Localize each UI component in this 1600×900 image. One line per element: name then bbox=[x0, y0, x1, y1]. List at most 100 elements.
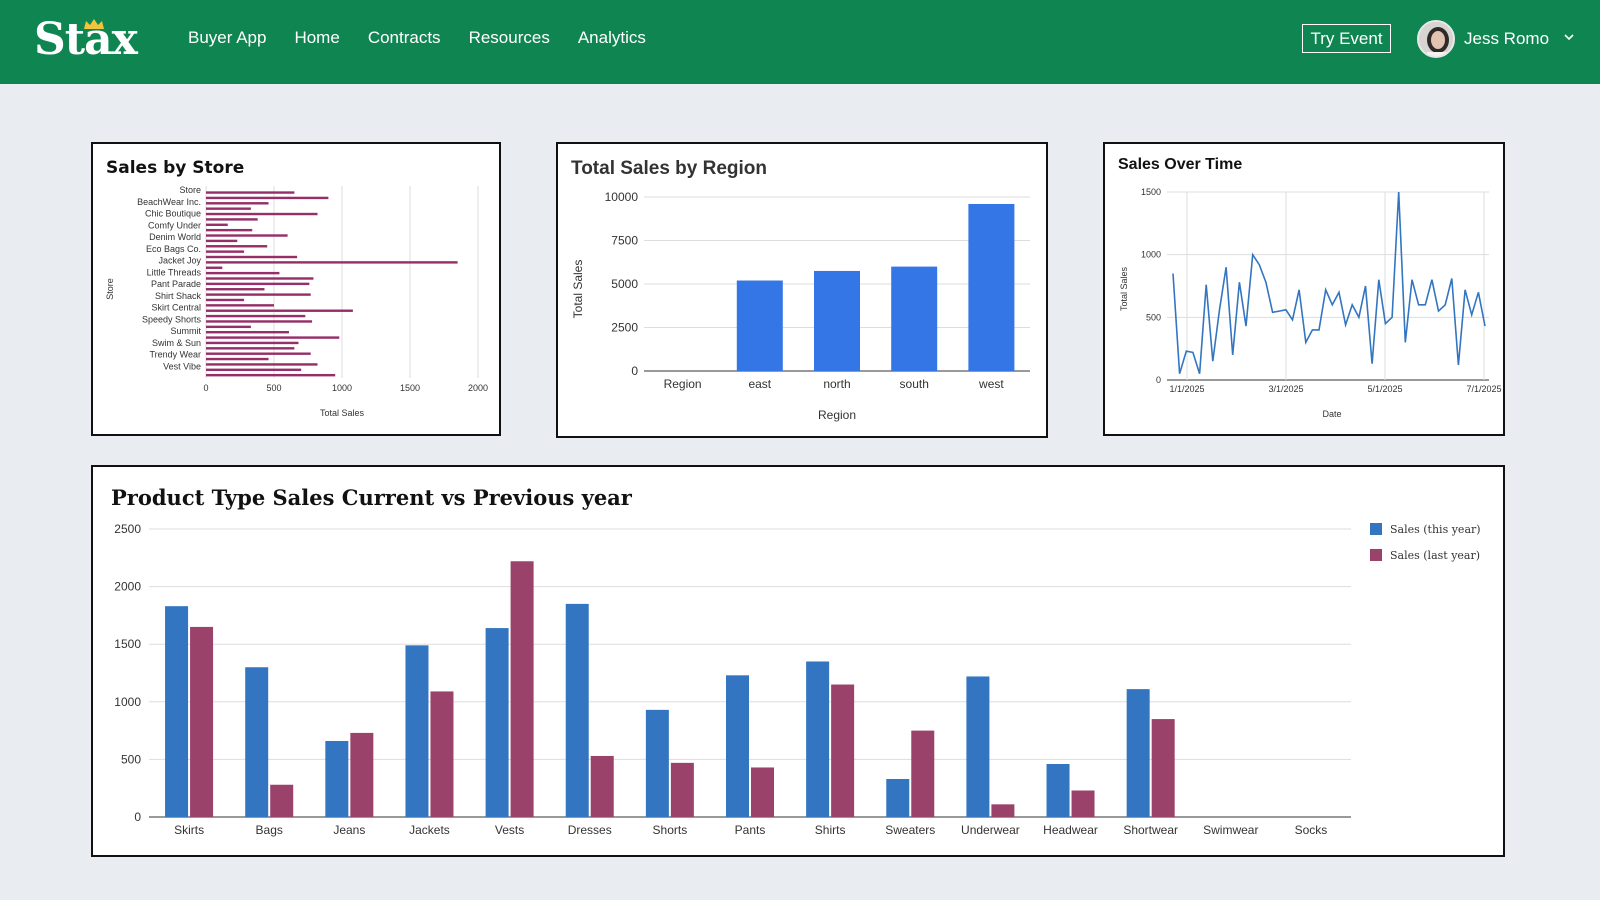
nav-resources[interactable]: Resources bbox=[468, 28, 550, 47]
bar-last-year bbox=[430, 691, 454, 817]
y-tick-label: 2000 bbox=[114, 580, 141, 594]
legend-label: Sales (this year) bbox=[1390, 523, 1481, 536]
bar-last-year bbox=[991, 804, 1015, 817]
store-bar bbox=[206, 368, 302, 372]
y-axis-title: Total Sales bbox=[571, 260, 585, 319]
store-bar bbox=[206, 239, 238, 243]
y-tick-label: 500 bbox=[121, 752, 141, 766]
store-bar bbox=[206, 234, 288, 237]
y-tick-label: Pant Parade bbox=[151, 279, 201, 289]
x-tick-label: Vests bbox=[495, 823, 524, 837]
y-tick-label: Trendy Wear bbox=[149, 350, 201, 360]
x-tick-label: 3/1/2025 bbox=[1268, 384, 1303, 394]
nav-buyer-app[interactable]: Buyer App bbox=[188, 28, 267, 47]
store-bar bbox=[206, 255, 298, 259]
avatar[interactable] bbox=[1417, 20, 1455, 58]
total-sales-by-region-chart: 0 2500 5000 7500 10000 Region east north south we… bbox=[571, 190, 1030, 422]
sales-line bbox=[1172, 191, 1486, 374]
bar-this-year bbox=[325, 740, 349, 817]
x-tick-label: 1000 bbox=[332, 383, 352, 393]
x-tick-label: Swimwear bbox=[1203, 823, 1258, 837]
x-tick-label: 7/1/2025 bbox=[1466, 384, 1501, 394]
sales-over-time-title: Sales Over Time bbox=[1118, 156, 1243, 173]
store-bar bbox=[206, 336, 340, 339]
store-bar bbox=[206, 331, 289, 334]
x-tick-label: Headwear bbox=[1043, 823, 1098, 837]
y-tick-label: 0 bbox=[134, 810, 141, 824]
x-tick-label: Shirts bbox=[815, 823, 846, 837]
region-bar bbox=[968, 203, 1015, 371]
bar-last-year bbox=[270, 784, 294, 817]
product-type-sales-chart: 0 500 1000 1500 2000 2500 Skirts Bags Jeans Jacke… bbox=[114, 522, 1481, 837]
top-navigation-bar: Stax Buyer App Home Contracts Resources … bbox=[0, 0, 1600, 84]
store-bar bbox=[206, 352, 311, 355]
y-tick-label: 0 bbox=[1156, 375, 1161, 385]
nav-contracts[interactable]: Contracts bbox=[367, 28, 441, 47]
chevron-down-icon[interactable] bbox=[1562, 30, 1576, 44]
x-tick-label: Underwear bbox=[961, 823, 1020, 837]
x-tick-label: north bbox=[823, 377, 850, 391]
x-tick-label: Sweaters bbox=[885, 823, 935, 837]
x-tick-label: west bbox=[978, 377, 1004, 391]
store-bar bbox=[206, 314, 306, 318]
total-sales-by-region-title: Total Sales by Region bbox=[571, 158, 768, 179]
y-tick-label: Skirt Central bbox=[151, 303, 201, 313]
x-tick-label: Dresses bbox=[568, 823, 612, 837]
user-photo-icon bbox=[1419, 22, 1453, 56]
bar-last-year bbox=[510, 561, 534, 817]
y-axis-title: Total Sales bbox=[1119, 266, 1129, 311]
y-tick-label: Shirt Shack bbox=[155, 291, 202, 301]
bar-this-year bbox=[565, 603, 589, 817]
store-bar bbox=[206, 228, 253, 232]
store-bar bbox=[206, 304, 274, 307]
y-tick-label: Comfy Under bbox=[148, 220, 201, 230]
store-bar bbox=[206, 363, 318, 366]
bar-last-year bbox=[911, 730, 935, 817]
x-tick-label: Socks bbox=[1295, 823, 1328, 837]
region-bar bbox=[891, 266, 938, 371]
crown-icon bbox=[84, 19, 104, 29]
bar-this-year bbox=[1046, 764, 1070, 817]
sales-over-time-card: 0 500 1000 1500 1/1/2025 3/1/2025 5/1/2025 7/1/… bbox=[1103, 142, 1505, 436]
store-bar bbox=[206, 202, 269, 205]
user-name[interactable]: Jess Romo bbox=[1464, 29, 1550, 48]
store-bar bbox=[206, 245, 268, 248]
y-tick-label: 0 bbox=[631, 364, 638, 378]
y-tick-label: 1500 bbox=[1141, 187, 1161, 197]
x-axis-title: Region bbox=[818, 408, 856, 422]
y-tick-label: Summit bbox=[170, 326, 201, 336]
y-tick-label: Chic Boutique bbox=[145, 209, 201, 219]
x-tick-label: 1/1/2025 bbox=[1169, 384, 1204, 394]
region-bar bbox=[736, 280, 783, 371]
x-tick-label: Skirts bbox=[174, 823, 204, 837]
bar-last-year bbox=[1151, 719, 1175, 817]
y-tick-label: 1000 bbox=[1141, 250, 1161, 260]
x-tick-label: Shorts bbox=[653, 823, 688, 837]
store-bar bbox=[206, 223, 228, 226]
y-tick-label: Eco Bags Co. bbox=[146, 244, 201, 254]
store-bar bbox=[206, 266, 223, 269]
store-bar bbox=[206, 320, 313, 323]
y-axis-title: Store bbox=[105, 278, 115, 300]
store-bar bbox=[206, 218, 258, 221]
y-tick-label: Vest Vibe bbox=[163, 361, 201, 371]
nav-home[interactable]: Home bbox=[294, 28, 340, 47]
x-tick-label: east bbox=[748, 377, 771, 391]
bar-last-year bbox=[1071, 790, 1095, 817]
x-tick-label: 0 bbox=[203, 383, 208, 393]
x-tick-label: south bbox=[900, 377, 929, 391]
legend-swatch bbox=[1370, 523, 1382, 535]
try-event-button[interactable]: Try Event bbox=[1302, 24, 1391, 53]
nav-analytics[interactable]: Analytics bbox=[577, 28, 646, 47]
store-bar bbox=[206, 282, 310, 286]
x-tick-label: Region bbox=[664, 377, 702, 391]
store-bar bbox=[206, 347, 295, 350]
y-tick-label: 1000 bbox=[114, 695, 141, 709]
bar-this-year bbox=[245, 667, 269, 817]
store-bar bbox=[206, 261, 458, 264]
store-bar bbox=[206, 325, 251, 329]
bar-this-year bbox=[726, 675, 749, 817]
store-bar bbox=[206, 293, 311, 296]
sales-by-store-chart: 0 500 1000 1500 2000 Store BeachWear Inc. Chic … bbox=[105, 185, 488, 418]
x-tick-label: Bags bbox=[256, 823, 283, 837]
